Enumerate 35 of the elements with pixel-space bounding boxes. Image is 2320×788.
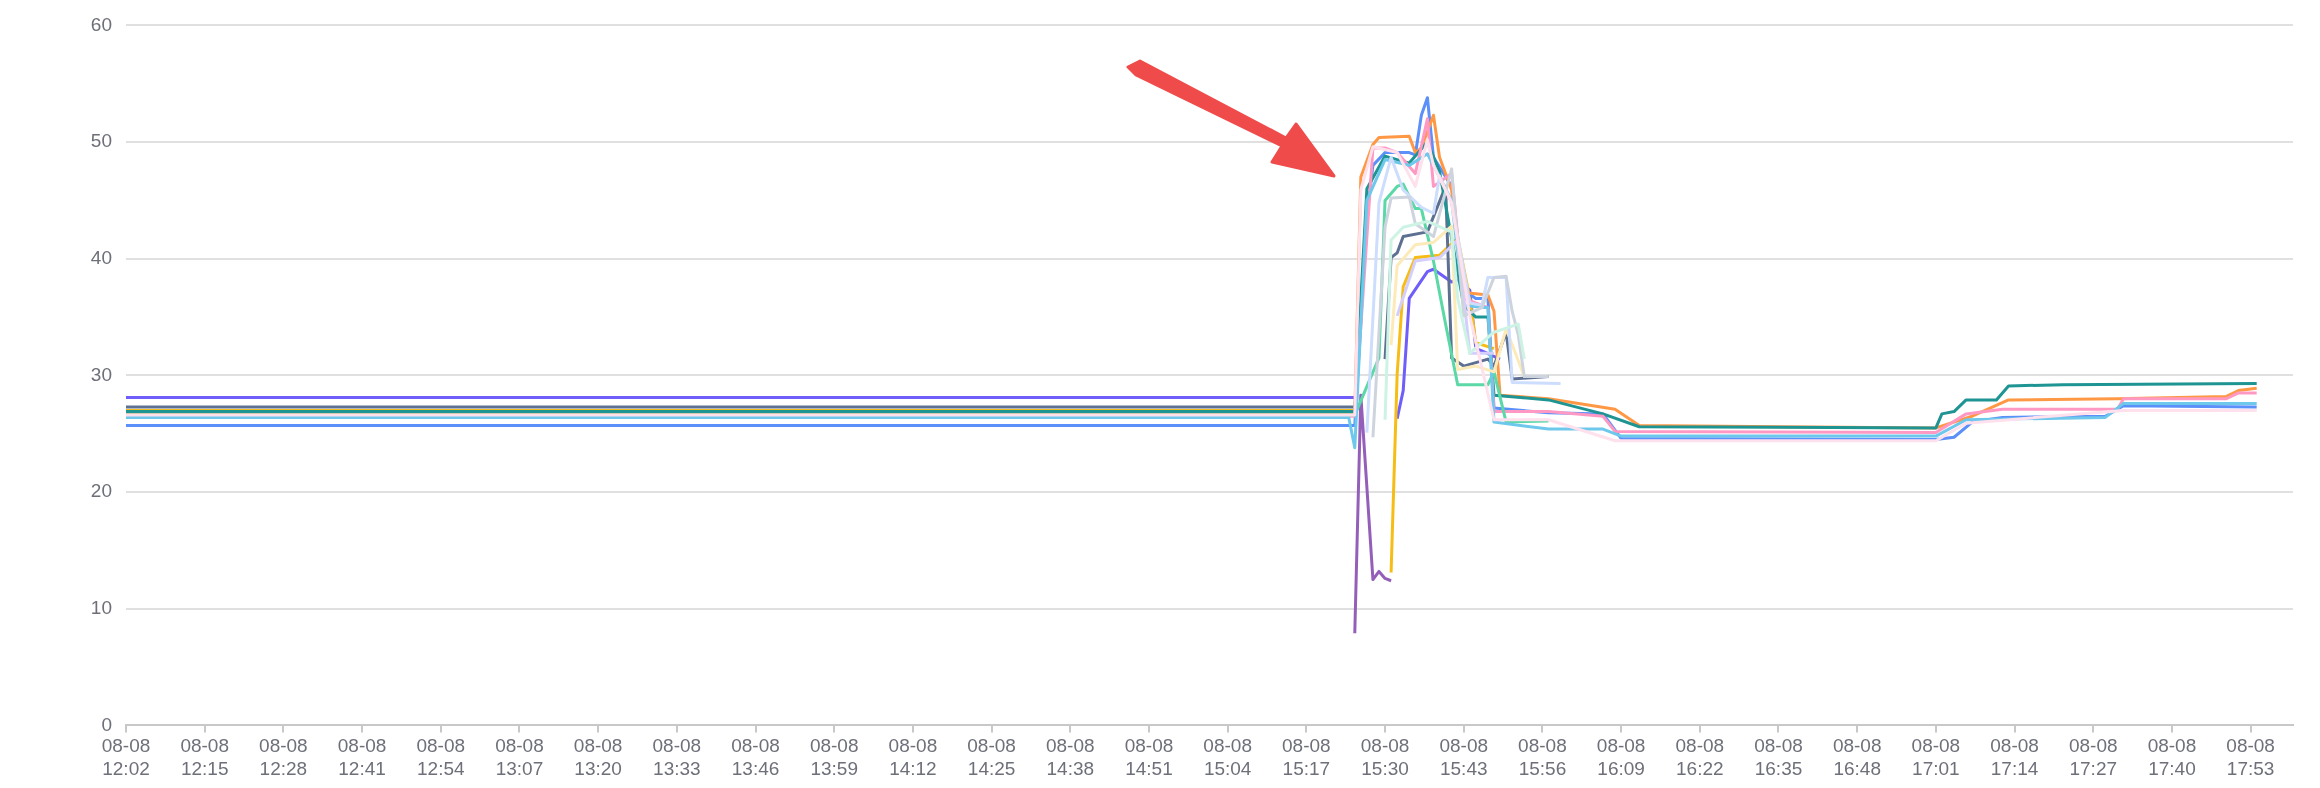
x-tick-label: 08-08 12:54 bbox=[416, 735, 466, 779]
x-tick-label: 08-08 16:35 bbox=[1754, 735, 1803, 779]
x-tick-label: 08-08 17:01 bbox=[1911, 735, 1961, 779]
y-tick-label: 30 bbox=[90, 363, 112, 385]
x-tick-label: 08-08 15:43 bbox=[1439, 735, 1489, 779]
y-tick-label: 60 bbox=[90, 13, 112, 35]
x-tick-label: 08-08 15:17 bbox=[1282, 735, 1331, 779]
x-tick-label: 08-08 13:07 bbox=[495, 735, 544, 779]
x-tick-label: 08-08 12:28 bbox=[259, 735, 308, 779]
x-tick-label: 08-08 15:30 bbox=[1360, 735, 1410, 779]
x-tick-label: 08-08 14:51 bbox=[1124, 735, 1174, 779]
x-tick-label: 08-08 17:53 bbox=[2226, 735, 2275, 779]
x-tick-label: 08-08 12:02 bbox=[101, 735, 151, 779]
y-tick-label: 50 bbox=[90, 130, 112, 152]
x-tick-label: 08-08 16:22 bbox=[1675, 735, 1725, 779]
x-tick-label: 08-08 17:27 bbox=[2068, 735, 2118, 779]
x-tick-label: 08-08 13:59 bbox=[809, 735, 859, 779]
x-tick-label: 08-08 16:48 bbox=[1832, 735, 1882, 779]
x-tick-label: 08-08 16:09 bbox=[1596, 735, 1646, 779]
x-tick-label: 08-08 13:33 bbox=[652, 735, 702, 779]
x-tick-label: 08-08 17:40 bbox=[2147, 735, 2197, 779]
y-tick-label: 10 bbox=[90, 596, 112, 618]
x-tick-label: 08-08 12:15 bbox=[180, 735, 229, 779]
x-tick-label: 08-08 15:04 bbox=[1203, 735, 1252, 779]
y-tick-label: 20 bbox=[90, 480, 112, 502]
x-tick-label: 08-08 14:38 bbox=[1045, 735, 1095, 779]
x-tick-label: 08-08 13:20 bbox=[573, 735, 623, 779]
x-tick-label: 08-08 14:12 bbox=[888, 735, 938, 779]
x-tick-label: 08-08 17:14 bbox=[1990, 735, 2039, 779]
x-tick-label: 08-08 15:56 bbox=[1518, 735, 1567, 779]
y-tick-label: 0 bbox=[101, 713, 112, 735]
y-tick-label: 40 bbox=[90, 246, 112, 268]
x-tick-label: 08-08 14:25 bbox=[967, 735, 1016, 779]
x-tick-label: 08-08 12:41 bbox=[337, 735, 387, 779]
x-tick-label: 08-08 13:46 bbox=[731, 735, 780, 779]
